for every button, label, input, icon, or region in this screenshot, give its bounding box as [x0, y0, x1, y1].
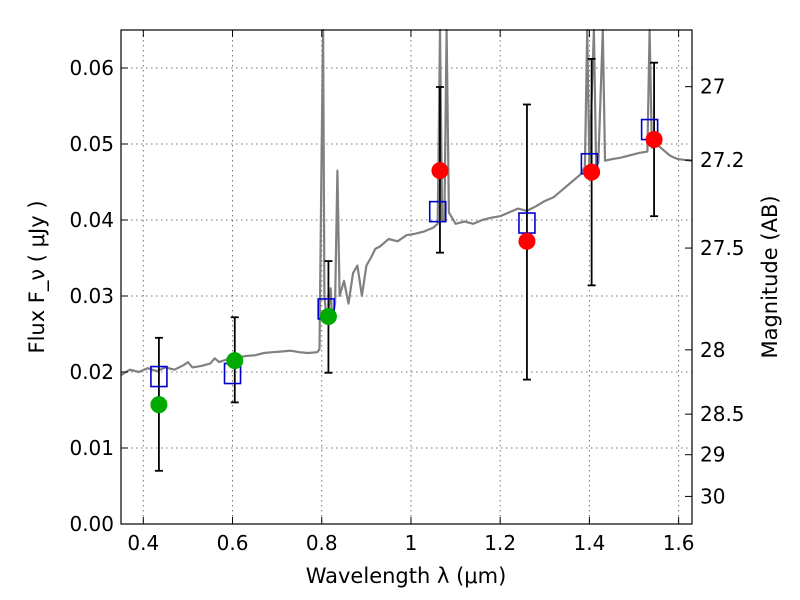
observed-point [645, 130, 663, 148]
y-tick-label: 0.06 [69, 56, 114, 80]
right-axis-title: Magnitude (AB) [758, 195, 782, 358]
y-tick-label: 0.04 [69, 208, 114, 232]
right-tick-label: 27.5 [700, 236, 745, 260]
right-tick-label: 28 [700, 338, 725, 362]
grid-layer [121, 30, 692, 525]
x-axis-title: Wavelength λ (μm) [306, 564, 507, 588]
x-tick-label: 0.8 [306, 531, 338, 555]
y-axis-title: Flux F_ν ( μJy ) [25, 200, 50, 353]
right-tick-label: 30 [700, 484, 725, 508]
model-photometry-layer [150, 118, 659, 388]
right-tick-label: 27 [700, 75, 725, 99]
observed-point [150, 396, 168, 414]
observed-point [319, 308, 337, 326]
right-tick-label: 29 [700, 443, 725, 467]
y-tick-label: 0.01 [69, 436, 114, 460]
model-square [150, 365, 168, 388]
y-tick-label: 0.02 [69, 360, 114, 384]
x-tick-label: 1.4 [573, 531, 605, 555]
right-tick-label: 28.5 [700, 402, 745, 426]
errorbar-layer [154, 57, 659, 472]
y-tick-label: 0.03 [69, 284, 114, 308]
x-tick-label: 1.2 [484, 531, 516, 555]
x-tick-label: 1 [405, 531, 418, 555]
observed-points-layer [150, 130, 663, 414]
x-tick-label: 1.6 [663, 531, 695, 555]
plot-frame [120, 29, 693, 525]
spectrum-line [120, 28, 693, 376]
observed-point [431, 162, 449, 180]
y-tick-label: 0.05 [69, 132, 114, 156]
right-tick-label: 27.2 [700, 148, 745, 172]
x-tick-label: 0.6 [217, 531, 249, 555]
observed-point [226, 352, 244, 370]
x-tick-label: 0.4 [127, 531, 159, 555]
y-tick-label: 0.00 [69, 512, 114, 536]
observed-point [518, 232, 536, 250]
spectrum-layer [120, 28, 693, 376]
model-square [428, 200, 447, 223]
tick-layer: 0.4 0.6 0.8 1 1.2 1.4 1.6 0.00 0.01 0.02 0.03 0.04 0… [69, 30, 745, 555]
observed-point [583, 163, 601, 181]
